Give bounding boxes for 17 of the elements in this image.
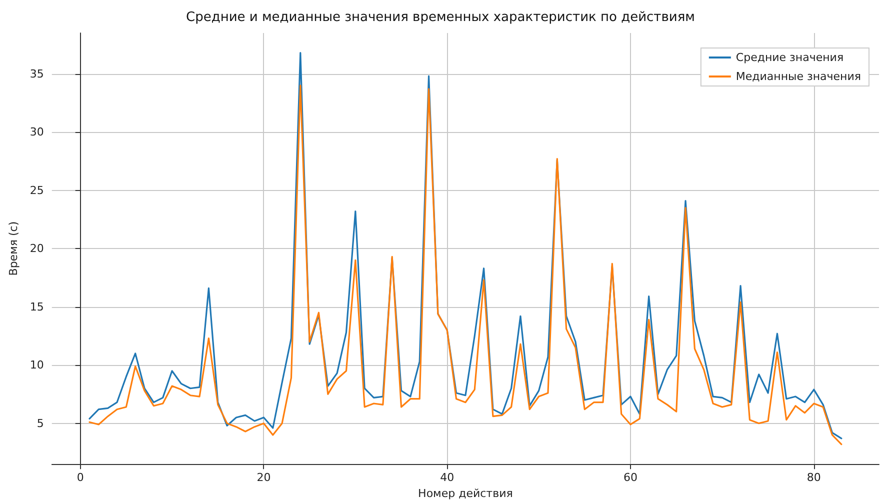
x-tick-label: 40 (440, 471, 454, 484)
x-axis-title: Номер действия (418, 487, 513, 500)
x-tick-label: 60 (624, 471, 638, 484)
y-tick-label: 30 (30, 126, 44, 139)
legend-label: Медианные значения (736, 70, 861, 83)
chart-title: Средние и медианные значения временных характеристик по действиям (186, 10, 695, 25)
y-tick-label: 15 (30, 300, 44, 314)
y-tick-label: 25 (30, 184, 44, 197)
legend-label: Средние значения (736, 51, 844, 64)
x-tick-label: 0 (76, 471, 84, 484)
y-axis-title: Время (с) (7, 221, 20, 276)
x-tick-label: 20 (256, 471, 271, 484)
y-tick-label: 20 (30, 242, 44, 256)
y-tick-label: 5 (36, 416, 44, 430)
y-tick-label: 10 (30, 358, 44, 372)
x-tick-label: 80 (806, 471, 821, 484)
y-tick-label: 35 (30, 67, 44, 80)
